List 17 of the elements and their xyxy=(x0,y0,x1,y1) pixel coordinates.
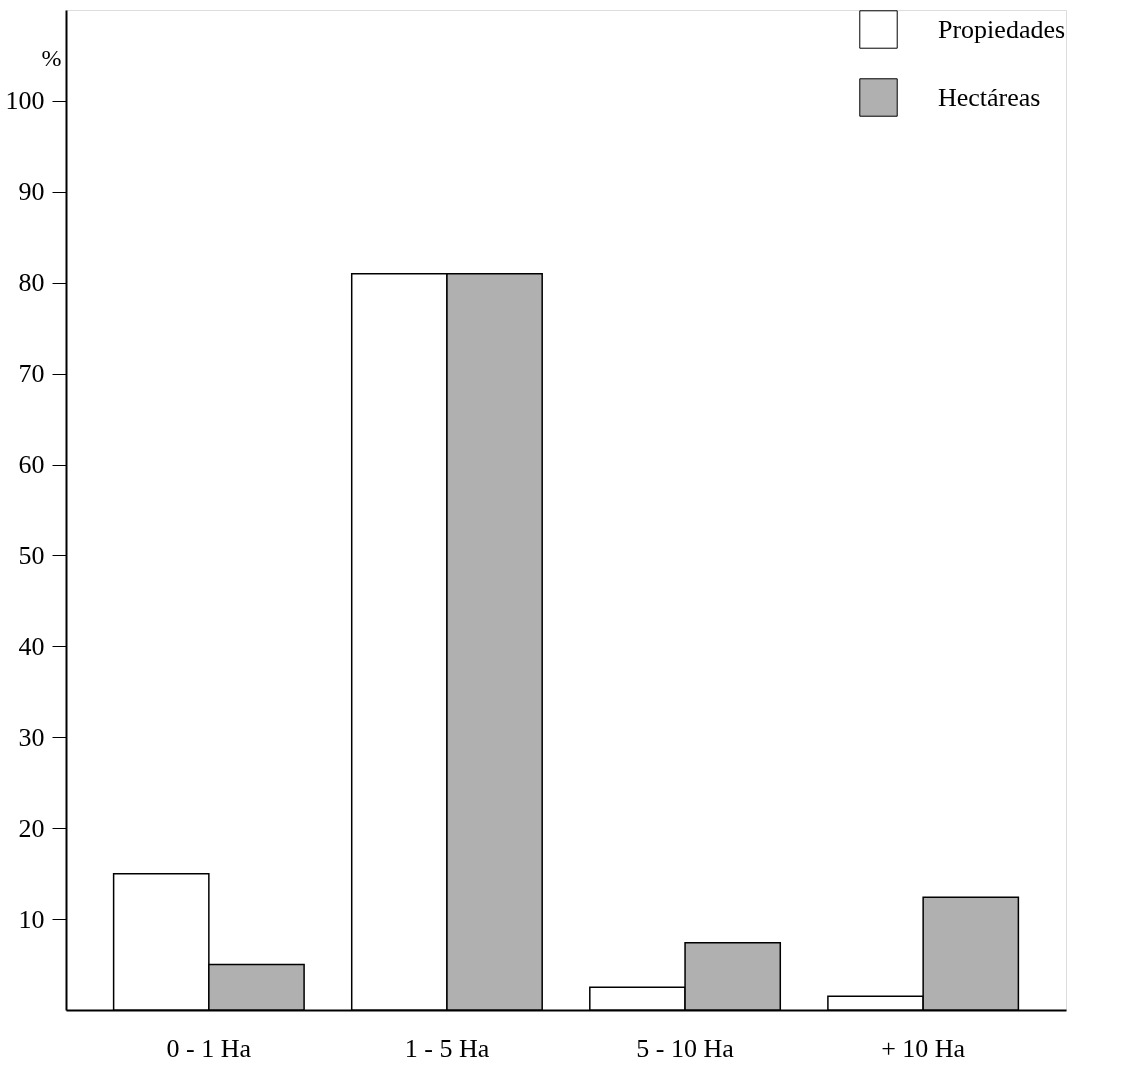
y-tick-label: 50 xyxy=(18,540,45,570)
y-tick-label: 10 xyxy=(18,904,45,934)
y-tick-label: 90 xyxy=(18,177,45,207)
x-tick-label: + 10 Ha xyxy=(881,1033,966,1063)
y-tick-label: 40 xyxy=(18,631,45,661)
x-tick-label: 1 - 5 Ha xyxy=(404,1033,490,1063)
y-tick-label: 20 xyxy=(18,813,45,843)
legend-label: Hectáreas xyxy=(938,82,1041,112)
x-tick-label: 0 - 1 Ha xyxy=(166,1033,252,1063)
y-tick-label: 100 xyxy=(5,86,45,116)
y-tick-label: 60 xyxy=(18,450,45,480)
y-tick-label: 70 xyxy=(18,359,45,389)
x-tick-label: 5 - 10 Ha xyxy=(636,1033,735,1063)
y-tick-label: 30 xyxy=(18,722,45,752)
y-tick-label: 80 xyxy=(18,268,45,298)
y-axis-title: % xyxy=(41,44,62,71)
legend-label: Propiedades xyxy=(938,14,1066,44)
